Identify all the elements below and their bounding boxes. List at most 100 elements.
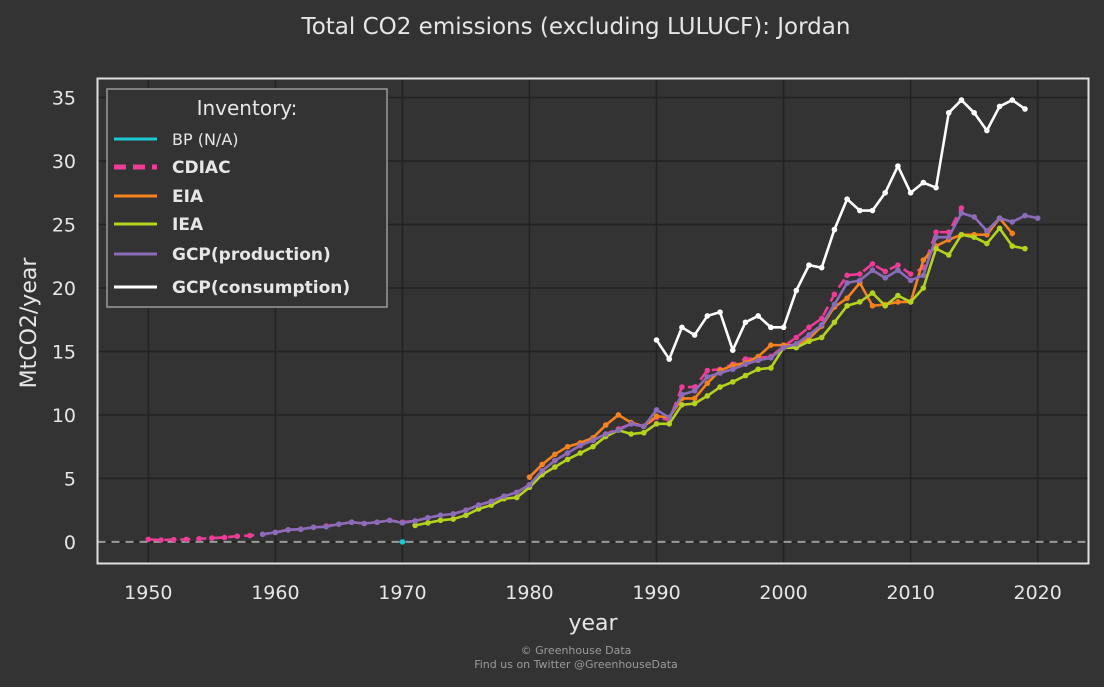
data-point-gcp-production-1999 bbox=[768, 355, 774, 361]
data-point-iea-2006 bbox=[857, 299, 863, 305]
data-point-iea-2002 bbox=[806, 338, 812, 345]
data-point-gcp-consumption-1998 bbox=[755, 313, 761, 319]
plot-frame bbox=[96, 77, 1090, 565]
data-point-iea-1982 bbox=[552, 464, 558, 470]
data-point-gcp-consumption-2004 bbox=[831, 226, 838, 233]
data-point-gcp-production-1960 bbox=[272, 529, 279, 536]
data-point-cdiac-1957 bbox=[234, 533, 241, 540]
data-point-iea-2003 bbox=[818, 334, 825, 341]
series-line-iea bbox=[414, 227, 1026, 527]
data-point-iea-1973 bbox=[437, 517, 444, 524]
data-point-cdiac-1951 bbox=[158, 537, 164, 543]
data-point-eia-2009 bbox=[895, 299, 901, 305]
data-point-gcp-production-1990 bbox=[653, 407, 660, 413]
series-gcp-consumption bbox=[653, 97, 1028, 362]
data-point-gcp-production-1988 bbox=[628, 421, 634, 427]
data-point-gcp-production-2000 bbox=[780, 344, 787, 351]
data-point-gcp-consumption-1991 bbox=[666, 356, 673, 362]
data-point-iea-1988 bbox=[628, 431, 634, 437]
data-point-cdiac-1992 bbox=[679, 384, 685, 390]
x-tick-label-1990: 1990 bbox=[632, 582, 680, 604]
data-point-iea-2015 bbox=[971, 234, 977, 241]
data-point-gcp-production-1970 bbox=[399, 520, 406, 526]
data-point-gcp-production-2006 bbox=[857, 277, 863, 284]
data-point-cdiac-2010 bbox=[907, 271, 914, 277]
data-point-gcp-production-2010 bbox=[907, 277, 914, 284]
data-point-cdiac-1956 bbox=[221, 534, 228, 541]
x-tick-label-2000: 2000 bbox=[759, 582, 807, 604]
data-point-gcp-consumption-2002 bbox=[806, 262, 812, 268]
data-point-gcp-consumption-2003 bbox=[818, 264, 825, 271]
data-point-iea-2010 bbox=[907, 299, 914, 305]
legend-items: BP (N/A) CDIAC EIA IEA GCP(production) GCP(co… bbox=[114, 130, 350, 298]
data-point-iea-1997 bbox=[742, 372, 749, 379]
data-point-gcp-production-2014 bbox=[958, 210, 965, 216]
data-point-gcp-production-1962 bbox=[297, 526, 304, 533]
data-point-iea-2011 bbox=[920, 285, 927, 291]
data-point-iea-2005 bbox=[844, 302, 850, 309]
data-point-gcp-consumption-2005 bbox=[844, 196, 850, 202]
data-point-cdiac-2007 bbox=[869, 261, 876, 267]
data-point-gcp-consumption-2009 bbox=[895, 163, 901, 169]
data-point-gcp-production-1998 bbox=[755, 357, 761, 364]
data-point-eia-2018 bbox=[1009, 230, 1016, 237]
y-tick-label-25: 25 bbox=[52, 215, 76, 237]
x-tick-label-1960: 1960 bbox=[251, 582, 299, 604]
data-point-gcp-production-1989 bbox=[641, 423, 647, 430]
data-point-iea-2019 bbox=[1022, 245, 1028, 252]
legend-label-bp-n-a: BP (N/A) bbox=[172, 130, 239, 149]
data-point-iea-2017 bbox=[996, 225, 1003, 232]
legend-title: Inventory: bbox=[197, 96, 298, 120]
data-point-cdiac-2006 bbox=[857, 271, 863, 277]
chart-title: Total CO2 emissions (excluding LULUCF): … bbox=[301, 14, 851, 40]
data-point-iea-2013 bbox=[945, 252, 952, 258]
data-point-cdiac-1955 bbox=[209, 535, 215, 541]
data-point-gcp-production-1965 bbox=[336, 521, 342, 527]
x-tick-label-1950: 1950 bbox=[124, 582, 172, 604]
data-point-gcp-production-2003 bbox=[818, 322, 825, 328]
y-tick-label-30: 30 bbox=[52, 151, 76, 173]
data-point-gcp-production-2013 bbox=[945, 234, 952, 241]
x-tick-label-1980: 1980 bbox=[505, 582, 553, 604]
data-point-iea-1996 bbox=[729, 379, 736, 385]
data-point-iea-2018 bbox=[1009, 243, 1016, 249]
data-point-gcp-production-1959 bbox=[259, 531, 266, 538]
data-point-cdiac-2001 bbox=[793, 334, 800, 341]
data-point-bp-n-a-1970 bbox=[399, 539, 406, 545]
data-point-gcp-production-1967 bbox=[361, 520, 368, 527]
data-point-iea-2009 bbox=[895, 292, 901, 299]
data-point-gcp-production-1977 bbox=[488, 498, 495, 505]
data-point-eia-1980 bbox=[526, 474, 533, 480]
data-point-iea-2008 bbox=[882, 302, 889, 309]
data-point-gcp-production-1994 bbox=[704, 374, 711, 380]
y-tick-label-0: 0 bbox=[64, 532, 76, 554]
data-point-iea-1998 bbox=[755, 366, 761, 373]
data-point-gcp-production-2008 bbox=[882, 275, 889, 281]
data-point-gcp-production-2018 bbox=[1009, 219, 1016, 225]
data-point-gcp-consumption-2001 bbox=[793, 287, 800, 294]
data-point-eia-1982 bbox=[552, 451, 558, 458]
x-tick-label-2010: 2010 bbox=[886, 582, 934, 604]
legend-label-gcp-consumption: GCP(consumption) bbox=[172, 278, 350, 298]
x-axis-label: year bbox=[568, 611, 618, 636]
data-point-gcp-production-2012 bbox=[933, 234, 939, 241]
x-tick-label-2020: 2020 bbox=[1013, 582, 1061, 604]
data-point-eia-1994 bbox=[704, 380, 711, 387]
series-iea bbox=[412, 225, 1028, 529]
credit-line-1: © Greenhouse Data bbox=[521, 644, 632, 657]
data-point-gcp-production-1975 bbox=[463, 507, 469, 513]
data-point-iea-1989 bbox=[641, 429, 647, 436]
y-axis-ticks: 0 5 10 15 20 25 30 35 bbox=[52, 88, 76, 554]
data-point-eia-1999 bbox=[768, 342, 774, 348]
data-point-cdiac-1950 bbox=[145, 536, 152, 543]
data-point-gcp-consumption-1994 bbox=[704, 313, 711, 319]
legend-label-eia: EIA bbox=[172, 187, 204, 207]
data-point-gcp-production-1968 bbox=[374, 519, 380, 526]
data-point-gcp-production-1963 bbox=[310, 524, 317, 531]
y-tick-label-10: 10 bbox=[52, 405, 76, 427]
data-point-iea-1985 bbox=[590, 443, 596, 450]
data-point-gcp-production-1983 bbox=[564, 450, 571, 456]
data-point-eia-1986 bbox=[602, 422, 609, 428]
legend-label-iea: IEA bbox=[172, 215, 204, 235]
data-point-gcp-production-2002 bbox=[806, 332, 812, 338]
